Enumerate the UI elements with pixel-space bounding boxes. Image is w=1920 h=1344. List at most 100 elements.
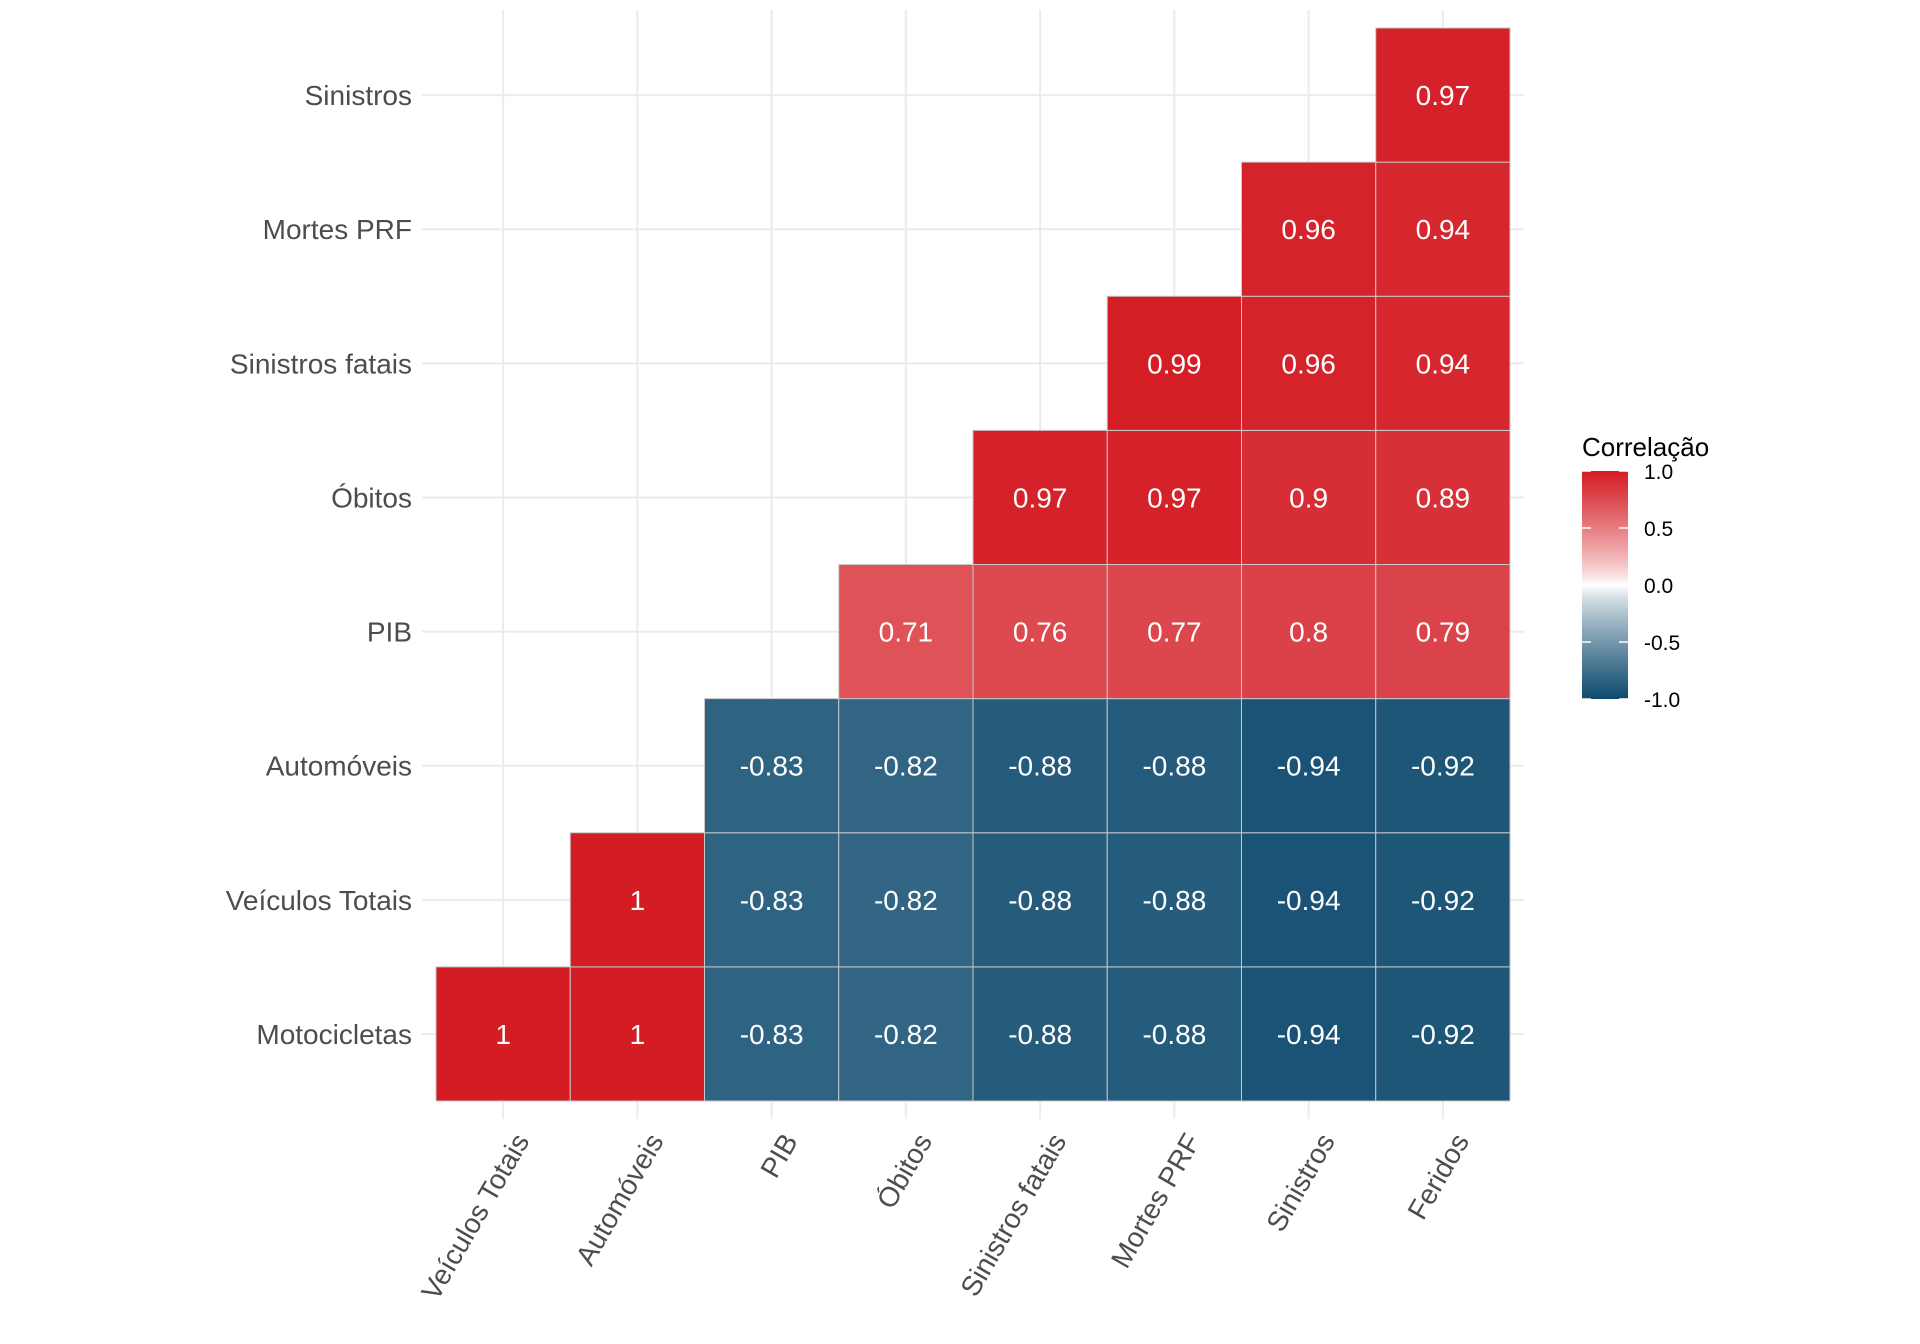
y-tick-label: Sinistros fatais: [230, 348, 412, 379]
heatmap-cell: 0.89: [1375, 429, 1511, 565]
legend-tick-label: 1.0: [1644, 461, 1673, 484]
heatmap-cell: -0.82: [838, 832, 974, 968]
cell-value-label: 0.77: [1147, 617, 1202, 648]
cell-value-label: 0.79: [1416, 617, 1471, 648]
y-tick-label: PIB: [367, 617, 412, 648]
cell-value-label: 0.96: [1281, 348, 1336, 379]
cell-value-label: -0.88: [1142, 751, 1206, 782]
cell-value-label: 1: [630, 885, 646, 916]
cell-value-label: 0.94: [1416, 348, 1471, 379]
y-tick-label: Sinistros: [305, 80, 412, 111]
cell-value-label: -0.94: [1277, 885, 1341, 916]
cell-rect: [1241, 832, 1377, 968]
heatmap-cell: -0.94: [1241, 698, 1377, 834]
legend-tick-label: -0.5: [1644, 632, 1680, 655]
heatmap-cell: 0.99: [1106, 295, 1242, 431]
cell-rect: [704, 832, 840, 968]
cell-rect: [1106, 966, 1242, 1102]
cell-rect: [1375, 698, 1511, 834]
cell-value-label: -0.88: [1008, 751, 1072, 782]
heatmap-cell: 0.97: [1375, 27, 1511, 163]
cell-rect: [838, 832, 974, 968]
heatmap-cell: 0.96: [1241, 295, 1377, 431]
cell-rect: [1106, 429, 1242, 565]
color-legend: Correlação 1.0 0.5 0.0 -0.5 -1.0: [1582, 432, 1709, 712]
cell-rect: [1241, 966, 1377, 1102]
cell-rect: [1106, 698, 1242, 834]
cell-value-label: -0.83: [740, 751, 804, 782]
cell-rect: [972, 698, 1108, 834]
cell-value-label: 0.76: [1013, 617, 1068, 648]
cell-rect: [1241, 161, 1377, 297]
cell-value-label: 0.9: [1289, 482, 1328, 513]
cell-value-label: 0.8: [1289, 617, 1328, 648]
x-tick-label: Automóveis: [570, 1128, 670, 1270]
cell-rect: [569, 966, 705, 1102]
heatmap-cell: 0.94: [1375, 295, 1511, 431]
cell-rect: [1241, 698, 1377, 834]
legend-tick-label: -1.0: [1644, 689, 1680, 712]
cell-value-label: -0.94: [1277, 751, 1341, 782]
cell-value-label: 0.89: [1416, 482, 1471, 513]
heatmap-cell: -0.82: [838, 698, 974, 834]
heatmap-cell: -0.88: [1106, 966, 1242, 1102]
legend-tick-label: 0.5: [1644, 518, 1673, 541]
cell-rect: [1375, 832, 1511, 968]
x-tick-label: Veículos Totais: [415, 1128, 535, 1305]
cell-value-label: -0.88: [1142, 885, 1206, 916]
cell-rect: [1106, 832, 1242, 968]
cell-rect: [1375, 429, 1511, 565]
heatmap-cell: 0.76: [972, 564, 1108, 700]
cell-value-label: -0.82: [874, 1019, 938, 1050]
heatmap-cell: -0.88: [972, 698, 1108, 834]
heatmap-cell: 1: [435, 966, 571, 1102]
x-tick-label: Mortes PRF: [1105, 1128, 1207, 1273]
cell-value-label: -0.82: [874, 885, 938, 916]
cell-value-label: 0.71: [879, 617, 934, 648]
cell-value-label: 0.96: [1281, 214, 1336, 245]
legend-title: Correlação: [1582, 432, 1709, 462]
cell-rect: [1375, 27, 1511, 163]
heatmap-cell: 0.79: [1375, 564, 1511, 700]
cell-value-label: -0.83: [740, 1019, 804, 1050]
y-tick-label: Veículos Totais: [226, 885, 412, 916]
cell-rect: [972, 966, 1108, 1102]
heatmap-cell: -0.88: [1106, 698, 1242, 834]
heatmap-cells: 1 1 -0.83 -0.82 -0.88 -0.88 -0.94 -0.92 1 -0.83 -0…: [435, 27, 1511, 1102]
heatmap-cell: -0.83: [704, 698, 840, 834]
cell-value-label: 0.94: [1416, 214, 1471, 245]
cell-value-label: -0.82: [874, 751, 938, 782]
heatmap-cell: -0.83: [704, 832, 840, 968]
cell-rect: [972, 564, 1108, 700]
cell-rect: [838, 966, 974, 1102]
cell-value-label: -0.88: [1142, 1019, 1206, 1050]
cell-rect: [704, 698, 840, 834]
cell-value-label: -0.92: [1411, 1019, 1475, 1050]
heatmap-cell: -0.92: [1375, 698, 1511, 834]
heatmap-cell: -0.94: [1241, 832, 1377, 968]
x-tick-label: PIB: [754, 1128, 803, 1183]
cell-rect: [1106, 295, 1242, 431]
heatmap-cell: 1: [569, 832, 705, 968]
y-tick-label: Motocicletas: [256, 1019, 412, 1050]
cell-value-label: 1: [495, 1019, 511, 1050]
cell-rect: [704, 966, 840, 1102]
heatmap-cell: -0.88: [972, 966, 1108, 1102]
x-tick-label: Sinistros: [1260, 1128, 1341, 1236]
cell-rect: [972, 832, 1108, 968]
cell-rect: [435, 966, 571, 1102]
heatmap-cell: 0.97: [1106, 429, 1242, 565]
cell-value-label: -0.92: [1411, 885, 1475, 916]
heatmap-cell: 0.96: [1241, 161, 1377, 297]
heatmap-cell: 0.94: [1375, 161, 1511, 297]
heatmap-cell: -0.88: [972, 832, 1108, 968]
cell-value-label: -0.92: [1411, 751, 1475, 782]
cell-value-label: -0.83: [740, 885, 804, 916]
x-axis-labels: Veículos Totais Automóveis PIB Óbitos Sinist…: [415, 1128, 1475, 1305]
legend-tick-label: 0.0: [1644, 575, 1673, 598]
heatmap-cell: -0.82: [838, 966, 974, 1102]
heatmap-cell: 0.97: [972, 429, 1108, 565]
x-tick-label: Feridos: [1402, 1128, 1476, 1224]
y-tick-label: Automóveis: [266, 751, 412, 782]
heatmap-cell: 1: [569, 966, 705, 1102]
